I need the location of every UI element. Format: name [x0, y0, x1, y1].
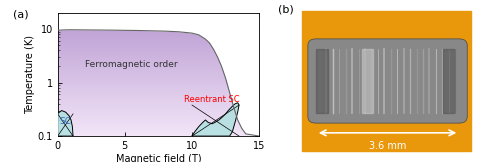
Text: (b): (b)	[278, 5, 294, 15]
Text: (a): (a)	[13, 9, 29, 19]
Bar	[302, 11, 471, 151]
Bar	[316, 49, 328, 113]
Text: SC: SC	[59, 117, 71, 126]
Bar	[362, 49, 373, 113]
Text: Ferromagnetic order: Ferromagnetic order	[85, 60, 178, 69]
Polygon shape	[192, 103, 239, 136]
FancyBboxPatch shape	[308, 39, 467, 123]
Polygon shape	[58, 110, 73, 136]
Text: 3.6 mm: 3.6 mm	[369, 141, 406, 151]
X-axis label: Magnetic field (T): Magnetic field (T)	[116, 154, 201, 162]
Text: Reentrant SC: Reentrant SC	[184, 95, 240, 104]
Y-axis label: Temperature (K): Temperature (K)	[24, 35, 35, 114]
Bar	[444, 49, 455, 113]
